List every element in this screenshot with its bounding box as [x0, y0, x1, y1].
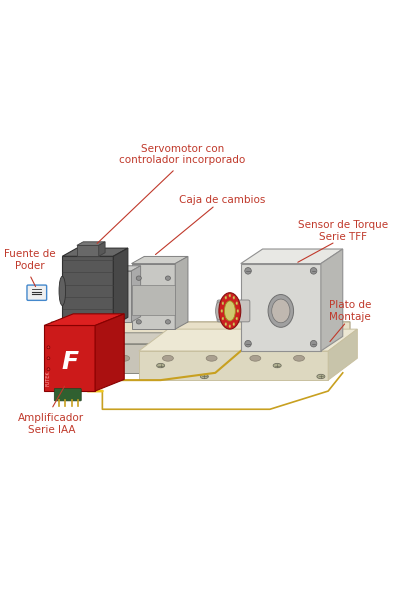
Ellipse shape — [233, 296, 235, 299]
Polygon shape — [139, 351, 328, 380]
Ellipse shape — [233, 323, 235, 326]
Ellipse shape — [47, 368, 50, 371]
Text: Plato de
Montaje: Plato de Montaje — [329, 300, 371, 322]
Ellipse shape — [200, 374, 208, 379]
Ellipse shape — [317, 374, 325, 379]
Polygon shape — [132, 266, 141, 322]
Ellipse shape — [222, 302, 224, 305]
Ellipse shape — [119, 355, 130, 361]
Ellipse shape — [136, 320, 141, 324]
Polygon shape — [110, 271, 132, 322]
Text: Sensor de Torque
Serie TFF: Sensor de Torque Serie TFF — [298, 220, 388, 242]
Text: Servomotor con
controlador incorporado: Servomotor con controlador incorporado — [119, 143, 246, 165]
Ellipse shape — [250, 355, 261, 361]
Polygon shape — [132, 256, 188, 263]
Polygon shape — [77, 242, 105, 245]
Ellipse shape — [206, 355, 217, 361]
Polygon shape — [77, 245, 99, 256]
Polygon shape — [95, 314, 124, 391]
Ellipse shape — [222, 317, 224, 320]
Polygon shape — [139, 329, 357, 351]
Ellipse shape — [47, 357, 50, 360]
Polygon shape — [44, 314, 124, 325]
Ellipse shape — [273, 364, 281, 368]
Ellipse shape — [225, 296, 227, 299]
Polygon shape — [328, 329, 357, 380]
Ellipse shape — [237, 310, 239, 313]
Text: FUTEK: FUTEK — [46, 370, 51, 386]
Text: Amplificador
Serie IAA: Amplificador Serie IAA — [18, 413, 85, 434]
Ellipse shape — [310, 340, 317, 347]
Text: F: F — [61, 350, 78, 374]
Polygon shape — [51, 322, 350, 373]
Polygon shape — [132, 263, 175, 329]
Polygon shape — [175, 256, 188, 329]
Ellipse shape — [245, 340, 251, 347]
Ellipse shape — [136, 276, 141, 280]
FancyBboxPatch shape — [217, 300, 250, 322]
Ellipse shape — [310, 268, 317, 274]
Ellipse shape — [216, 302, 222, 320]
Ellipse shape — [166, 276, 171, 280]
Ellipse shape — [293, 355, 305, 361]
Polygon shape — [113, 248, 128, 325]
Polygon shape — [99, 242, 105, 256]
Ellipse shape — [245, 268, 251, 274]
Ellipse shape — [229, 325, 231, 328]
Ellipse shape — [162, 355, 173, 361]
Ellipse shape — [272, 299, 290, 323]
Polygon shape — [132, 286, 175, 314]
Ellipse shape — [166, 320, 171, 324]
Polygon shape — [314, 333, 335, 373]
Ellipse shape — [236, 317, 238, 320]
Ellipse shape — [59, 277, 66, 305]
Polygon shape — [321, 249, 343, 351]
Polygon shape — [51, 344, 314, 373]
Ellipse shape — [221, 310, 223, 313]
Ellipse shape — [75, 355, 86, 361]
Ellipse shape — [157, 364, 165, 368]
FancyBboxPatch shape — [27, 285, 47, 301]
Polygon shape — [51, 333, 335, 344]
Polygon shape — [62, 248, 128, 256]
Text: Fuente de
Poder: Fuente de Poder — [4, 249, 55, 271]
Ellipse shape — [229, 294, 231, 297]
Polygon shape — [110, 266, 141, 271]
Ellipse shape — [47, 346, 50, 349]
Polygon shape — [241, 249, 343, 263]
Polygon shape — [241, 263, 321, 351]
Ellipse shape — [225, 323, 227, 326]
Ellipse shape — [236, 302, 238, 305]
Polygon shape — [62, 256, 113, 325]
Ellipse shape — [219, 293, 241, 329]
Ellipse shape — [224, 301, 235, 321]
FancyBboxPatch shape — [54, 389, 81, 401]
Polygon shape — [44, 325, 95, 391]
Text: Caja de cambios: Caja de cambios — [179, 196, 266, 205]
Ellipse shape — [268, 295, 293, 328]
